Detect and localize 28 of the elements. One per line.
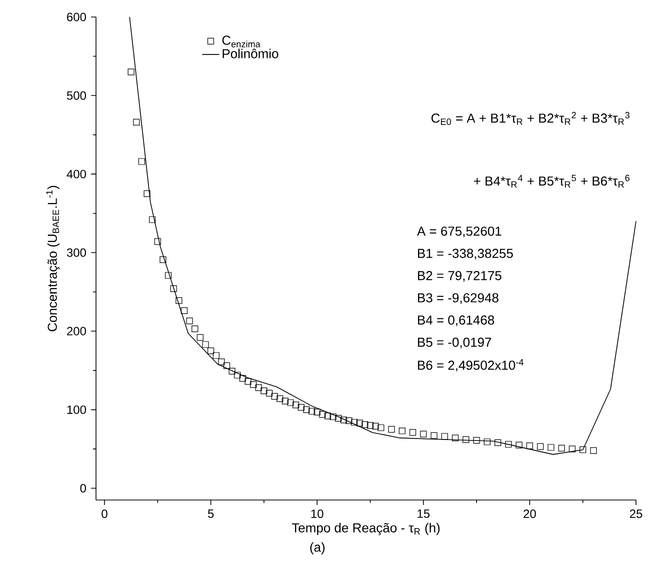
text: C$_{E0}$ = A + B1*τ$_{R}$ + B2*τ$_{R}$$^{2}$ + B3*τ$_{R}$3 [431,112,630,125]
y-tick-label: 500 [66,91,86,100]
y-tick-label: 300 [66,248,86,257]
annotation: B2 = 79,72175 [418,270,502,282]
x-tick-label: 15 [418,510,430,518]
legend-label: C$_{enzima}$ [222,36,260,48]
y-tick-label: 600 [67,12,86,22]
x-tick-label: 0 [102,510,108,518]
y-tick-label: 0 [80,484,86,492]
annotation: B3 = -9,62948 [418,293,498,304]
annotation: B5 = -0,0197 [418,338,492,348]
text: + B4*τ$_{R}$$^{4}$ + B5*τ$_{R}$$^{5}$ + B6*τ$_{R}$6 [474,174,630,188]
legend-label: Polinômio [222,48,278,58]
annotation: B1 = -338,38255 [418,248,513,260]
x-tick-label: 25 [630,510,642,518]
annotation: B6 = 2,49502x10$^{-4}$ [418,359,524,372]
line-series [129,16,636,455]
x-tick-label: 20 [524,510,536,518]
annotation: A = 675,52601 [416,226,502,238]
x-tick-label: 5 [208,510,214,518]
y-tick-label: 200 [67,326,86,336]
y-tick-label: 100 [67,405,86,414]
text: (a) [310,542,325,554]
y-tick-label: 400 [66,170,86,178]
annotation: B4 = 0,61468 [418,315,494,326]
y-axis-title: Concentração (U$_{BAEE}$.L$^{-1}$) [46,186,60,332]
x-axis-title: Tempo de Reação - τ$_{R}$ (h) [292,522,440,536]
x-tick-label: 10 [311,510,324,518]
